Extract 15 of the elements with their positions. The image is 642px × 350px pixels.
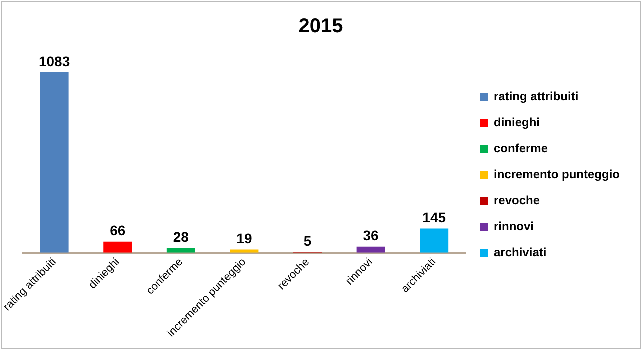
- data-label: 5: [304, 232, 312, 249]
- data-label: 19: [236, 230, 252, 247]
- legend-label: rating attribuiti: [494, 89, 579, 104]
- legend-label: incremento punteggio: [494, 167, 620, 182]
- data-label: 36: [363, 228, 380, 244]
- legend-label: rinnovi: [494, 219, 534, 234]
- chart-title: 2015: [298, 16, 344, 38]
- data-label: 1083: [38, 53, 70, 70]
- data-label: 145: [422, 210, 446, 226]
- data-label: 28: [173, 229, 190, 246]
- legend-label: revoche: [494, 193, 540, 208]
- data-label: 66: [110, 222, 126, 239]
- legend-label: archiviati: [494, 245, 547, 260]
- legend-label: conferme: [494, 141, 548, 156]
- legend-label: dinieghi: [494, 115, 540, 130]
